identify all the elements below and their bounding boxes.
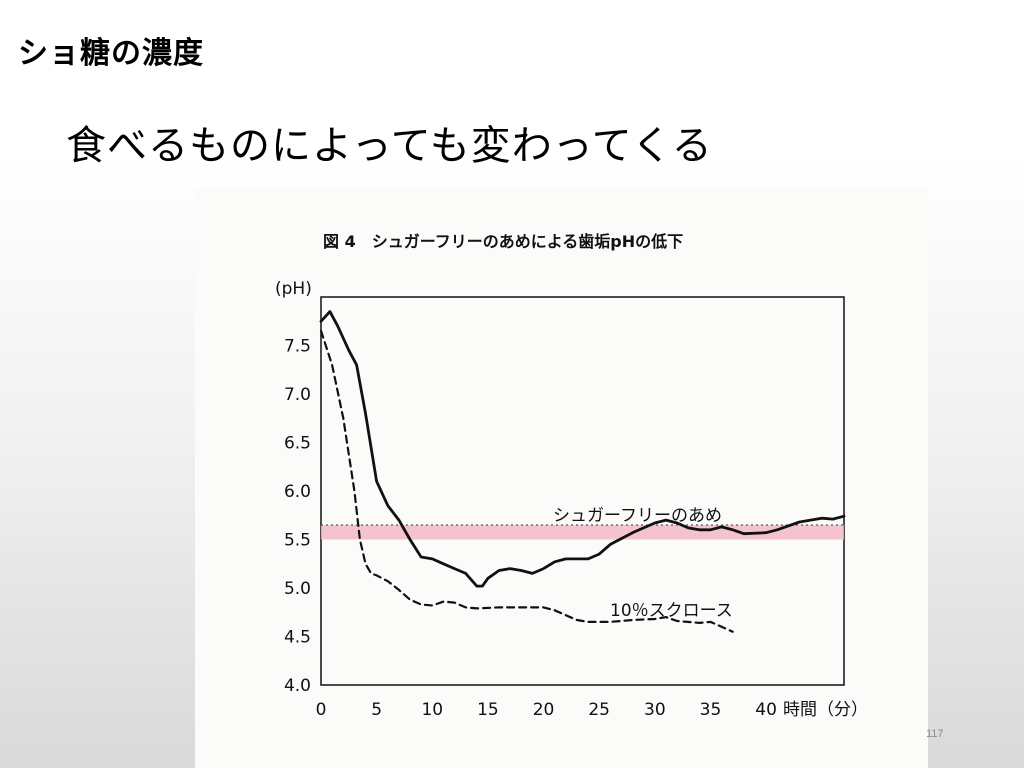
series-label-sugar-free: シュガーフリーのあめ — [553, 506, 722, 526]
series-line-sucrose — [319, 329, 734, 633]
y-tick-label: 5.0 — [284, 579, 311, 599]
figure-panel: 図 4 シュガーフリーのあめによる歯垢pHの低下 (pH) 時間（分） 0 5 10… — [195, 188, 928, 768]
x-tick-label: 25 — [588, 700, 610, 720]
y-tick-label: 7.0 — [284, 385, 311, 405]
slide-number: 117 — [926, 728, 944, 740]
y-tick-label: 5.5 — [284, 531, 311, 551]
x-tick-label: 0 — [316, 700, 327, 720]
y-tick-label: 6.0 — [284, 482, 311, 502]
x-axis-label: 時間（分） — [783, 700, 868, 720]
y-tick-label: 4.0 — [284, 676, 311, 696]
y-tick-label: 4.5 — [284, 628, 311, 648]
x-tick-label: 10 — [421, 700, 443, 720]
y-axis-label: (pH) — [275, 279, 312, 299]
y-tick-label: 7.5 — [284, 337, 311, 357]
x-tick-label: 35 — [700, 700, 722, 720]
ph-chart: 図 4 シュガーフリーのあめによる歯垢pHの低下 (pH) 時間（分） 0 5 10… — [275, 232, 868, 720]
x-tick-label: 40 — [755, 700, 777, 720]
x-tick-label: 20 — [533, 700, 555, 720]
x-tick-label: 5 — [371, 700, 382, 720]
series-line-sugar-free — [319, 310, 846, 588]
x-tick-label: 15 — [477, 700, 499, 720]
slide-heading: ショ糖の濃度 — [18, 36, 204, 71]
chart-title: 図 4 シュガーフリーのあめによる歯垢pHの低下 — [323, 232, 683, 251]
y-tick-label: 6.5 — [284, 434, 311, 454]
series-label-sucrose: 10％スクロース — [610, 601, 733, 621]
x-tick-label: 30 — [644, 700, 666, 720]
slide-subtitle: 食べるものによっても変わってくる — [66, 123, 713, 169]
plot-frame — [320, 296, 845, 686]
